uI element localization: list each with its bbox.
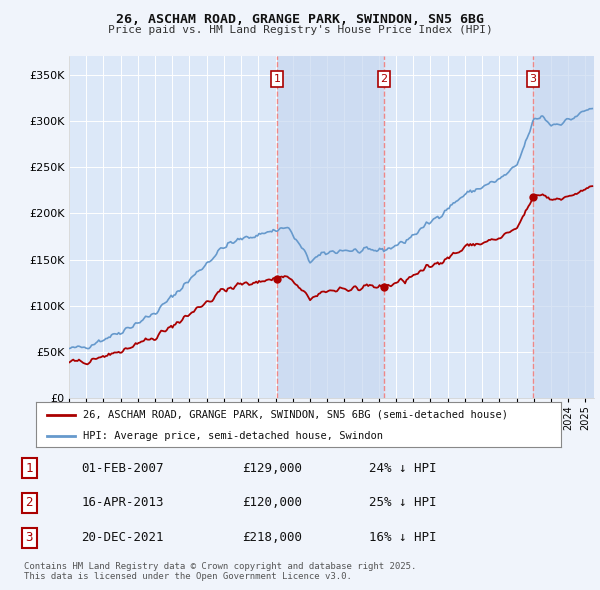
Text: 2: 2 xyxy=(380,74,388,84)
Text: £129,000: £129,000 xyxy=(242,461,302,474)
Text: 26, ASCHAM ROAD, GRANGE PARK, SWINDON, SN5 6BG (semi-detached house): 26, ASCHAM ROAD, GRANGE PARK, SWINDON, S… xyxy=(83,410,508,419)
Text: 1: 1 xyxy=(26,461,33,474)
Text: 20-DEC-2021: 20-DEC-2021 xyxy=(81,532,164,545)
Bar xyxy=(277,56,384,398)
Text: HPI: Average price, semi-detached house, Swindon: HPI: Average price, semi-detached house,… xyxy=(83,431,383,441)
Text: Contains HM Land Registry data © Crown copyright and database right 2025.
This d: Contains HM Land Registry data © Crown c… xyxy=(24,562,416,581)
Text: 1: 1 xyxy=(274,74,280,84)
Text: 16-APR-2013: 16-APR-2013 xyxy=(81,496,164,510)
Text: 25% ↓ HPI: 25% ↓ HPI xyxy=(369,496,437,510)
Text: £218,000: £218,000 xyxy=(242,532,302,545)
Text: £120,000: £120,000 xyxy=(242,496,302,510)
Text: 26, ASCHAM ROAD, GRANGE PARK, SWINDON, SN5 6BG: 26, ASCHAM ROAD, GRANGE PARK, SWINDON, S… xyxy=(116,13,484,26)
Text: 3: 3 xyxy=(26,532,33,545)
Text: 24% ↓ HPI: 24% ↓ HPI xyxy=(369,461,437,474)
Text: 3: 3 xyxy=(530,74,536,84)
Text: 01-FEB-2007: 01-FEB-2007 xyxy=(81,461,164,474)
Text: 2: 2 xyxy=(26,496,33,510)
Text: 16% ↓ HPI: 16% ↓ HPI xyxy=(369,532,437,545)
Bar xyxy=(533,56,594,398)
Text: Price paid vs. HM Land Registry's House Price Index (HPI): Price paid vs. HM Land Registry's House … xyxy=(107,25,493,35)
